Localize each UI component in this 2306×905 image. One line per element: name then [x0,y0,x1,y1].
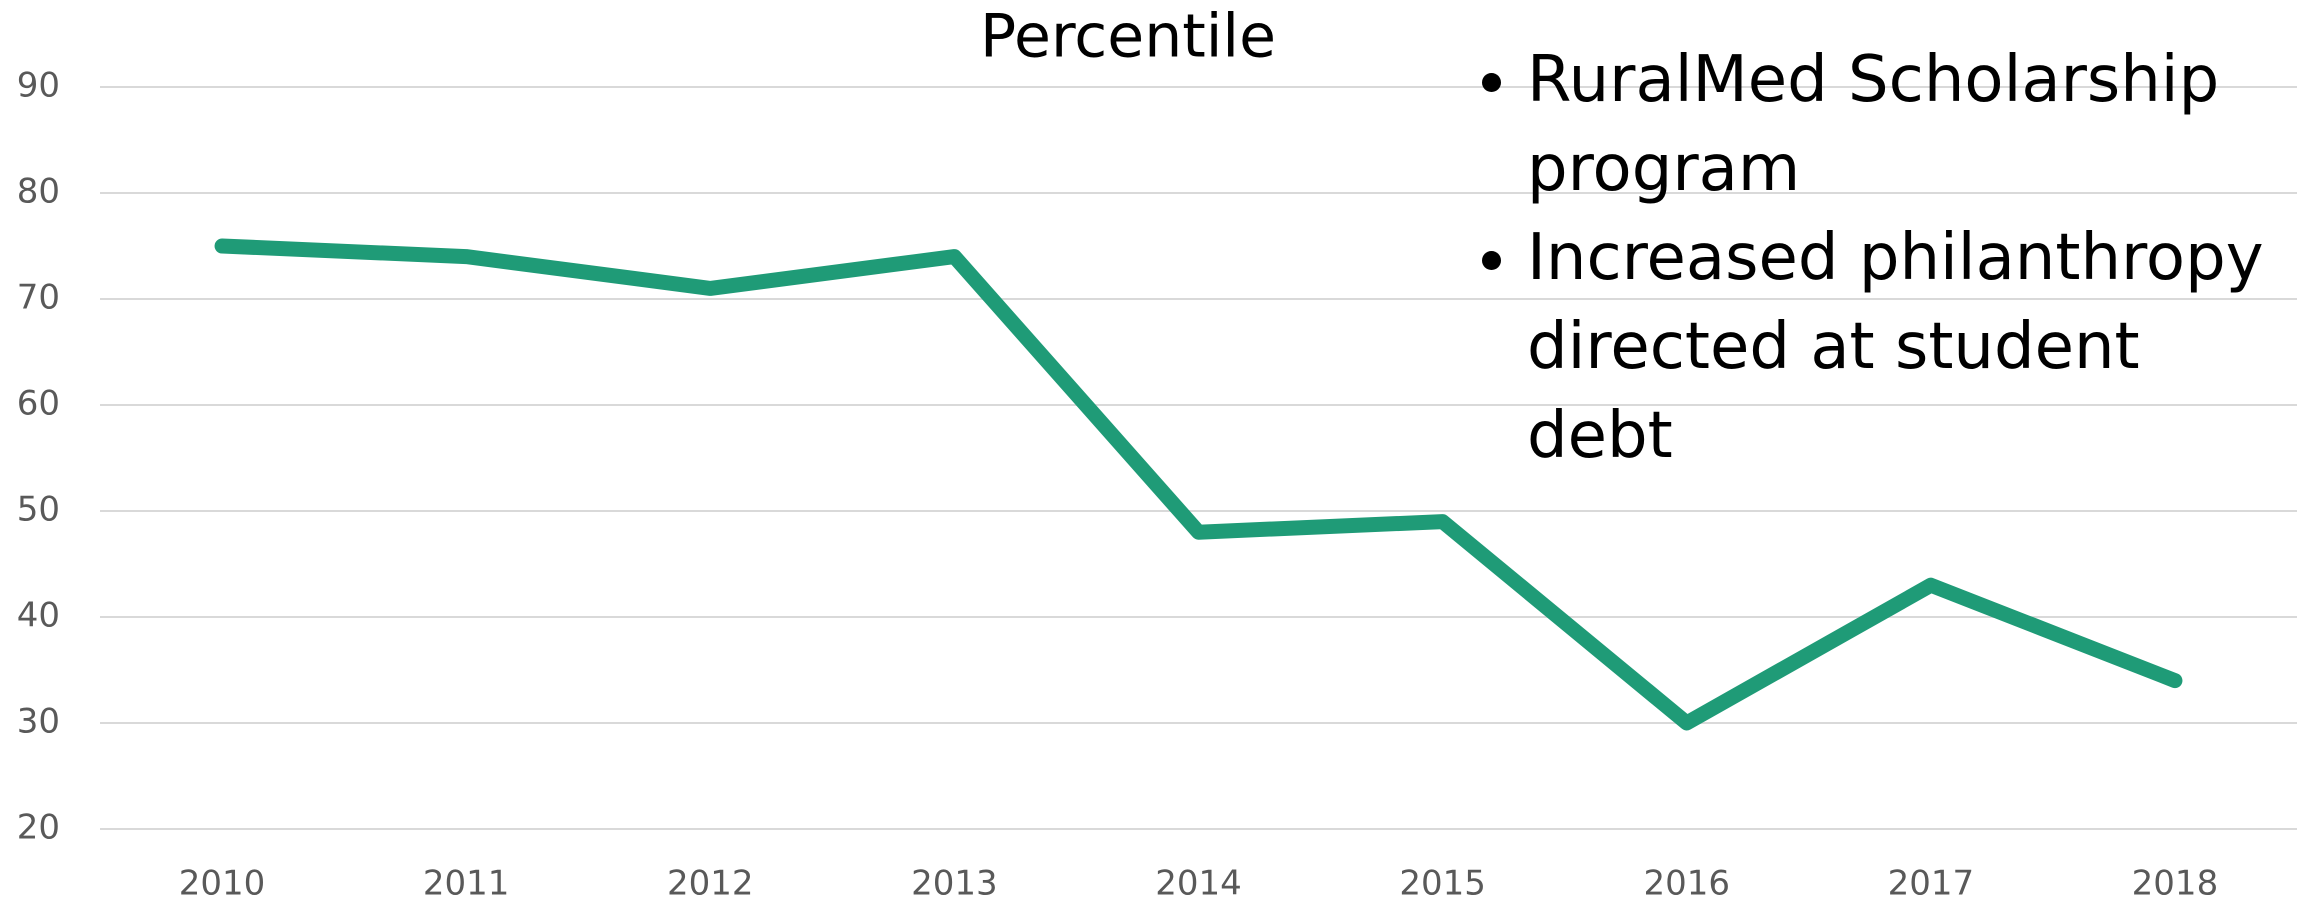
x-tick-label: 2018 [2132,864,2219,904]
x-tick-label: 2017 [1888,864,1975,904]
y-tick-label: 90 [17,66,60,106]
y-tick-label: 70 [17,278,60,318]
annotation: Increased philanthropy directed at stude… [1527,214,2300,481]
annotation-list: RuralMed Scholarship programIncreased ph… [1470,36,2300,481]
y-tick-label: 60 [17,384,60,424]
annotation: RuralMed Scholarship program [1527,36,2300,214]
x-tick-label: 2014 [1155,864,1242,904]
y-tick-label: 20 [17,808,60,848]
x-tick-label: 2015 [1399,864,1486,904]
x-tick-label: 2012 [667,864,754,904]
data-line [214,238,2183,731]
y-tick-label: 40 [17,596,60,636]
x-tick-label: 2013 [911,864,998,904]
y-tick-label: 80 [17,172,60,212]
y-tick-label: 50 [17,490,60,530]
chart-title: Percentile [980,2,1276,72]
y-tick-label: 30 [17,702,60,742]
x-tick-label: 2016 [1643,864,1730,904]
x-tick-label: 2010 [179,864,266,904]
x-tick-label: 2011 [423,864,510,904]
